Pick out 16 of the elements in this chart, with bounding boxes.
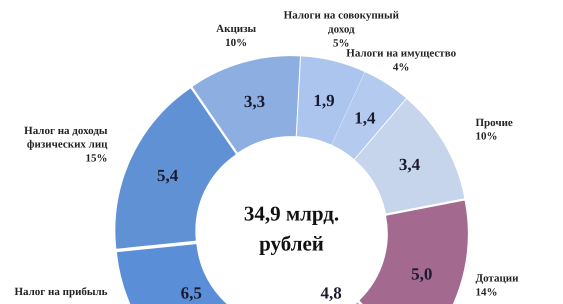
data-label: 1,4: [354, 108, 376, 128]
data-label: 5,0: [411, 264, 432, 284]
data-label: 5,4: [157, 166, 179, 186]
data-label: 4,8: [320, 284, 342, 302]
slice-label: Акцизы 10%: [216, 23, 257, 50]
data-label: 3,3: [244, 92, 266, 112]
slice-label: Налог на прибыль: [14, 286, 108, 298]
slice-label: Налоги на имущество 4%: [346, 48, 457, 74]
slice-label: Налоги на совокупный доход 5%: [284, 10, 400, 50]
data-label: 3,4: [398, 154, 421, 174]
slice-label: Налог на доходы физических лиц 15%: [24, 124, 108, 164]
slice-label: Прочие 10%: [476, 116, 513, 143]
data-label: 6,5: [180, 284, 202, 302]
slice-label: Дотации 14%: [476, 272, 520, 298]
data-label: 1,9: [313, 90, 335, 110]
text: 34,9 млрд. рублей: [244, 202, 340, 256]
